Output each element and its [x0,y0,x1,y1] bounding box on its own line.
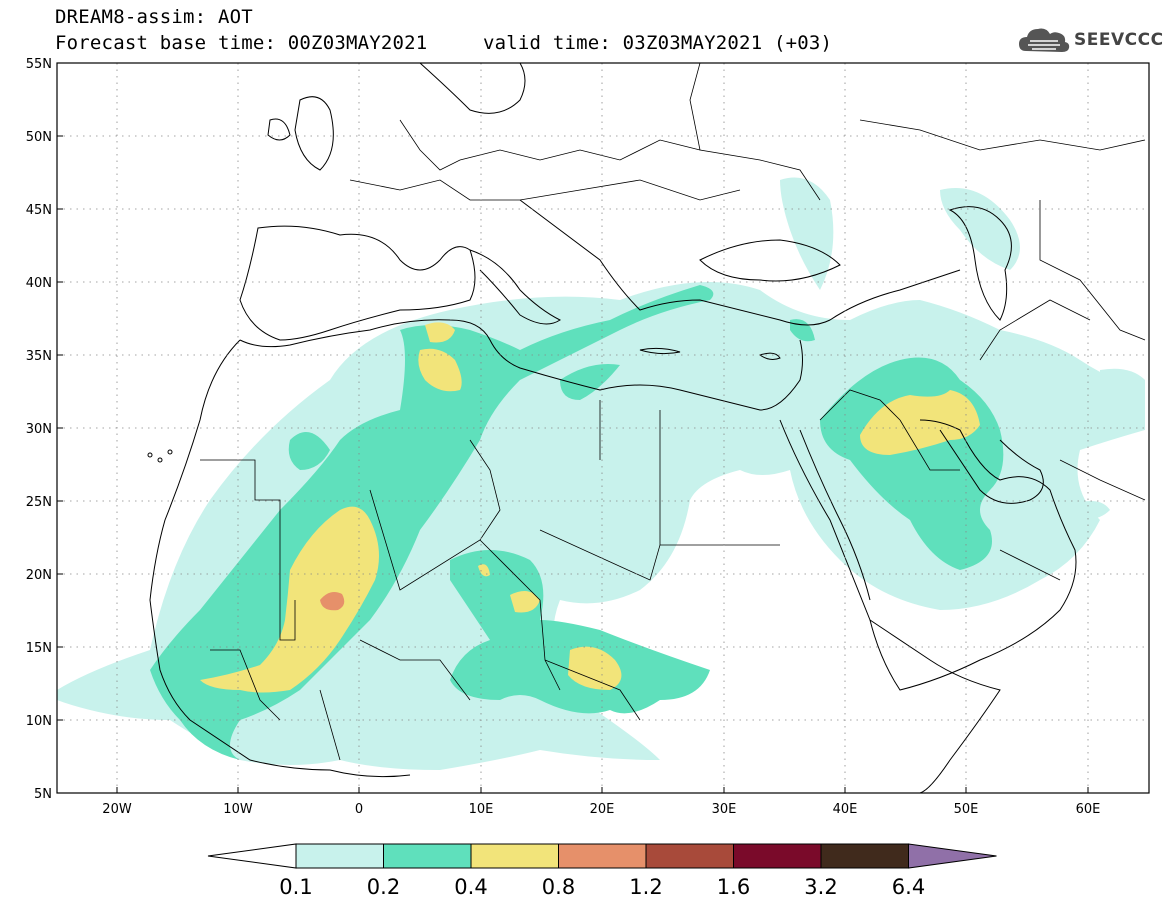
colorbar-bin-1 [383,843,472,869]
aot-band-0.8 [320,592,345,611]
colorbar-label: 1.6 [717,875,750,899]
lon-label-20E: 20E [590,802,615,817]
logo-text: SEEVCCC [1074,30,1164,50]
valid-time: valid time: 03Z03MAY2021 (+03) [483,32,833,54]
colorbar-bin-6 [820,843,909,869]
colorbar-label: 1.2 [629,875,662,899]
colorbar-label: 0.4 [454,875,487,899]
lat-label-35N: 35N [26,349,52,364]
lon-label-60E: 60E [1076,802,1101,817]
lon-label-30E: 30E [712,802,737,817]
map-title: DREAM8-assim: AOT [55,6,253,28]
aot-shading [57,177,1145,770]
colorbar-label: 0.2 [367,875,400,899]
country-borders [200,63,1146,761]
colorbar-bin-4 [645,843,734,869]
colorbar: 0.1 0.2 0.4 0.8 1.2 1.6 3.2 6.4 [207,843,997,899]
colorbar-label: 0.8 [542,875,575,899]
gridlines [57,63,1149,793]
colorbar-bin-2 [470,843,559,869]
colorbar-label: 0.1 [279,875,312,899]
coastlines [147,63,1077,793]
time-info: Forecast base time: 00Z03MAY2021 valid ti… [55,32,832,54]
lon-label-50E: 50E [954,802,979,817]
lat-label-20N: 20N [26,568,52,583]
lat-label-50N: 50N [26,130,52,145]
lat-label-10N: 10N [26,714,52,729]
tick-marks [57,62,1089,794]
colorbar-bin-3 [558,843,647,869]
colorbar-bin-7 [908,843,997,869]
seevccc-logo: SEEVCCC [1018,24,1164,56]
lat-label-25N: 25N [26,495,52,510]
lon-label-20W: 20W [102,802,132,817]
colorbar-left-arrow [207,843,297,869]
lon-labels: 20W 10W 0 10E 20E 30E 40E 50E 60E [102,802,1100,817]
colorbar-label: 3.2 [804,875,837,899]
lon-label-0: 0 [355,802,363,817]
lat-label-45N: 45N [26,203,52,218]
base-time: Forecast base time: 00Z03MAY2021 [55,32,428,54]
colorbar-bin-0 [295,843,384,869]
cloud-icon [1019,28,1070,52]
lon-label-10W: 10W [223,802,253,817]
lat-labels: 55N 50N 45N 40N 35N 30N 25N 20N 15N 10N … [26,57,52,802]
lat-label-30N: 30N [26,422,52,437]
lat-label-55N: 55N [26,57,52,72]
lon-label-10E: 10E [469,802,494,817]
lon-label-40E: 40E [833,802,858,817]
aot-band-0.4 [200,322,980,693]
colorbar-bin-5 [733,843,822,869]
colorbar-label: 6.4 [892,875,925,899]
lat-label-15N: 15N [26,641,52,656]
lat-label-5N: 5N [34,787,52,802]
lat-label-40N: 40N [26,276,52,291]
